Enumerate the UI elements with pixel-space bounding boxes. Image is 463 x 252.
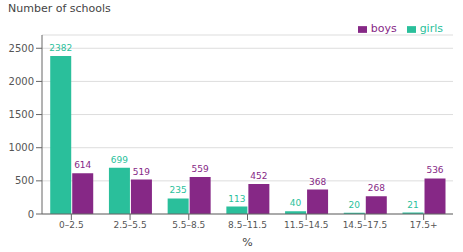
svg-text:2500: 2500: [9, 43, 34, 54]
svg-text:1500: 1500: [9, 109, 34, 120]
svg-text:0–2.5: 0–2.5: [59, 220, 84, 230]
svg-text:452: 452: [250, 171, 267, 181]
svg-text:40: 40: [290, 198, 302, 208]
svg-text:500: 500: [15, 175, 34, 186]
svg-text:536: 536: [426, 165, 443, 175]
svg-text:235: 235: [170, 185, 187, 195]
svg-text:1000: 1000: [9, 142, 34, 153]
svg-text:268: 268: [368, 183, 385, 193]
svg-text:2382: 2382: [49, 43, 72, 53]
svg-text:20: 20: [349, 200, 361, 210]
svg-text:17.5+: 17.5+: [410, 220, 438, 230]
svg-text:2000: 2000: [9, 76, 34, 87]
svg-text:%: %: [242, 236, 252, 249]
svg-text:614: 614: [74, 160, 91, 170]
svg-text:113: 113: [228, 194, 245, 204]
html-text:girls: girls: [419, 22, 443, 35]
svg-text:11.5–14.5: 11.5–14.5: [284, 220, 329, 230]
svg-text:699: 699: [111, 155, 128, 165]
html-text:boys: boys: [370, 22, 397, 35]
html-text:Number of schools: Number of schools: [8, 2, 111, 15]
svg-text:21: 21: [407, 200, 418, 210]
svg-text:5.5–8.5: 5.5–8.5: [172, 220, 205, 230]
svg-text:519: 519: [133, 167, 150, 177]
svg-text:0: 0: [28, 209, 34, 220]
svg-text:368: 368: [309, 177, 326, 187]
svg-text:14.5–17.5: 14.5–17.5: [343, 220, 388, 230]
svg-text:559: 559: [192, 164, 209, 174]
svg-text:8.5–11.5: 8.5–11.5: [228, 220, 267, 230]
svg-text:2.5–5.5: 2.5–5.5: [114, 220, 147, 230]
